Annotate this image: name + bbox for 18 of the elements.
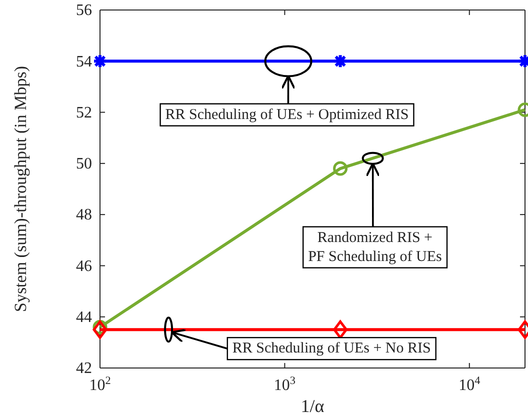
y-tick-label: 54	[76, 53, 92, 70]
y-tick-label: 48	[76, 206, 92, 224]
y-tick-label: 44	[76, 308, 92, 326]
x-tick-label: 10$^{4}$	[458, 375, 481, 394]
annotation: RR Scheduling of UEs + No RIS	[232, 340, 431, 357]
point	[92, 54, 108, 69]
annotation: Randomized RIS + PF Scheduling of UEs	[308, 230, 442, 265]
y-tick-label: 46	[76, 258, 92, 275]
point	[92, 320, 108, 339]
y-tick-label: 56	[76, 2, 92, 20]
y-tick-label: 42	[76, 360, 92, 378]
annotation: RR Scheduling of UEs + Optimized RIS	[165, 106, 409, 123]
y-tick-label: 50	[76, 156, 92, 173]
y-tick-label: 52	[76, 104, 92, 122]
x-axis-title: 1/α	[300, 396, 325, 416]
x-tick-label: 10$^{3}$	[274, 375, 296, 394]
x-tick-label: 10$^{2}$	[89, 375, 111, 394]
y-axis-title: System (sum)-throughput (in Mbps)	[11, 66, 30, 312]
